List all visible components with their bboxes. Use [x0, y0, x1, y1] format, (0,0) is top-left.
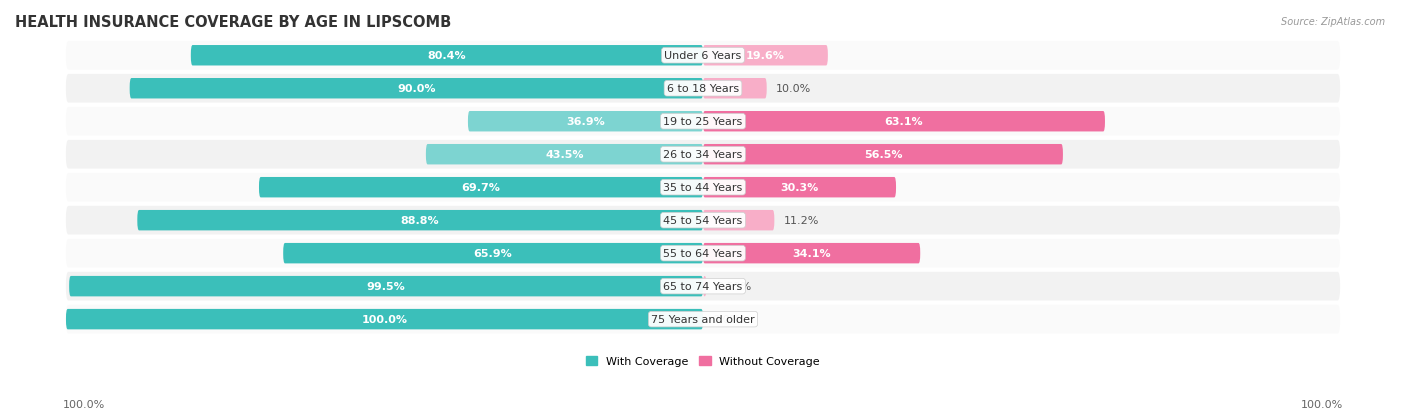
FancyBboxPatch shape: [69, 276, 703, 297]
FancyBboxPatch shape: [66, 173, 1340, 202]
Text: 65 to 74 Years: 65 to 74 Years: [664, 282, 742, 292]
Text: 55 to 64 Years: 55 to 64 Years: [664, 249, 742, 259]
Text: Source: ZipAtlas.com: Source: ZipAtlas.com: [1281, 17, 1385, 26]
FancyBboxPatch shape: [703, 112, 1105, 132]
Text: 11.2%: 11.2%: [785, 216, 820, 225]
FancyBboxPatch shape: [66, 206, 1340, 235]
Text: 100.0%: 100.0%: [1301, 399, 1343, 409]
FancyBboxPatch shape: [66, 75, 1340, 103]
Text: 34.1%: 34.1%: [793, 249, 831, 259]
Text: 100.0%: 100.0%: [361, 314, 408, 324]
FancyBboxPatch shape: [426, 145, 703, 165]
Text: 6 to 18 Years: 6 to 18 Years: [666, 84, 740, 94]
FancyBboxPatch shape: [66, 108, 1340, 136]
Text: 45 to 54 Years: 45 to 54 Years: [664, 216, 742, 225]
FancyBboxPatch shape: [468, 112, 703, 132]
FancyBboxPatch shape: [138, 211, 703, 231]
FancyBboxPatch shape: [66, 272, 1340, 301]
Text: 0.53%: 0.53%: [716, 282, 751, 292]
Text: 100.0%: 100.0%: [63, 399, 105, 409]
Text: 10.0%: 10.0%: [776, 84, 811, 94]
Text: 56.5%: 56.5%: [863, 150, 903, 160]
FancyBboxPatch shape: [66, 305, 1340, 334]
FancyBboxPatch shape: [259, 178, 703, 198]
FancyBboxPatch shape: [191, 46, 703, 66]
Text: Under 6 Years: Under 6 Years: [665, 51, 741, 61]
Text: 0.0%: 0.0%: [713, 314, 741, 324]
FancyBboxPatch shape: [129, 79, 703, 99]
FancyBboxPatch shape: [703, 79, 766, 99]
FancyBboxPatch shape: [283, 243, 703, 264]
Text: 88.8%: 88.8%: [401, 216, 440, 225]
Text: 63.1%: 63.1%: [884, 117, 924, 127]
FancyBboxPatch shape: [66, 239, 1340, 268]
Text: HEALTH INSURANCE COVERAGE BY AGE IN LIPSCOMB: HEALTH INSURANCE COVERAGE BY AGE IN LIPS…: [15, 15, 451, 30]
Text: 35 to 44 Years: 35 to 44 Years: [664, 183, 742, 193]
Text: 69.7%: 69.7%: [461, 183, 501, 193]
FancyBboxPatch shape: [703, 178, 896, 198]
Text: 90.0%: 90.0%: [396, 84, 436, 94]
Text: 19 to 25 Years: 19 to 25 Years: [664, 117, 742, 127]
FancyBboxPatch shape: [703, 276, 706, 297]
FancyBboxPatch shape: [703, 145, 1063, 165]
FancyBboxPatch shape: [703, 46, 828, 66]
FancyBboxPatch shape: [703, 243, 921, 264]
Text: 36.9%: 36.9%: [567, 117, 605, 127]
Text: 75 Years and older: 75 Years and older: [651, 314, 755, 324]
Text: 80.4%: 80.4%: [427, 51, 467, 61]
Text: 99.5%: 99.5%: [367, 282, 405, 292]
Text: 30.3%: 30.3%: [780, 183, 818, 193]
FancyBboxPatch shape: [66, 42, 1340, 71]
Legend: With Coverage, Without Coverage: With Coverage, Without Coverage: [582, 352, 824, 371]
FancyBboxPatch shape: [703, 211, 775, 231]
Text: 43.5%: 43.5%: [546, 150, 583, 160]
Text: 19.6%: 19.6%: [747, 51, 785, 61]
Text: 26 to 34 Years: 26 to 34 Years: [664, 150, 742, 160]
FancyBboxPatch shape: [66, 309, 703, 330]
Text: 65.9%: 65.9%: [474, 249, 512, 259]
FancyBboxPatch shape: [66, 140, 1340, 169]
